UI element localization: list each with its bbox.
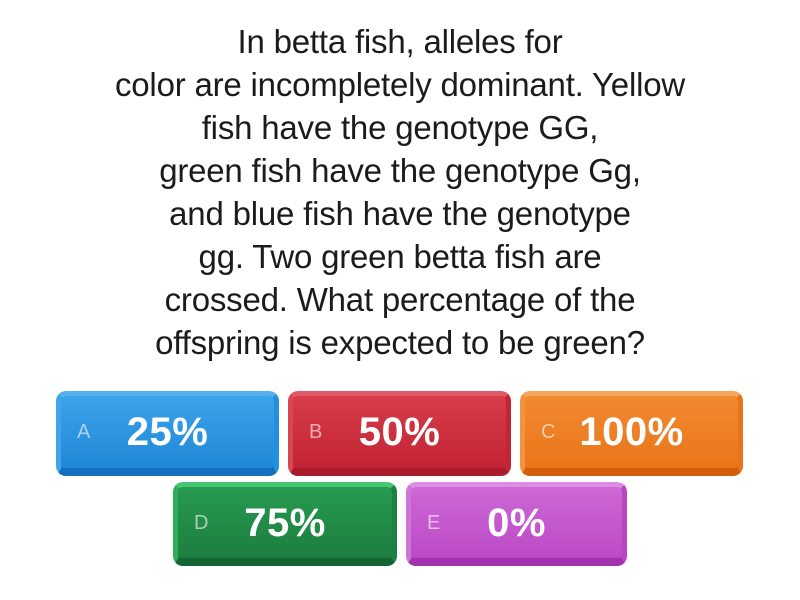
answer-label: 75% bbox=[244, 500, 326, 545]
answer-button-b[interactable]: B 50% bbox=[288, 391, 511, 476]
answer-label: 0% bbox=[487, 500, 546, 545]
answer-key-badge: D bbox=[194, 511, 209, 534]
answer-label: 25% bbox=[126, 410, 209, 454]
answer-key-badge: E bbox=[427, 511, 441, 534]
answer-button-d[interactable]: D 75% bbox=[173, 482, 397, 566]
answer-key-badge: C bbox=[541, 421, 556, 443]
answer-button-c[interactable]: C 100% bbox=[520, 391, 743, 476]
answer-label: 50% bbox=[358, 410, 441, 454]
answer-key-badge: B bbox=[309, 421, 323, 443]
answer-label: 100% bbox=[579, 410, 684, 454]
answer-key-badge: A bbox=[77, 421, 91, 443]
answer-button-a[interactable]: A 25% bbox=[56, 391, 279, 476]
answer-button-e[interactable]: E 0% bbox=[406, 482, 627, 566]
question-text: In betta fish, alleles for color are inc… bbox=[114, 23, 686, 361]
